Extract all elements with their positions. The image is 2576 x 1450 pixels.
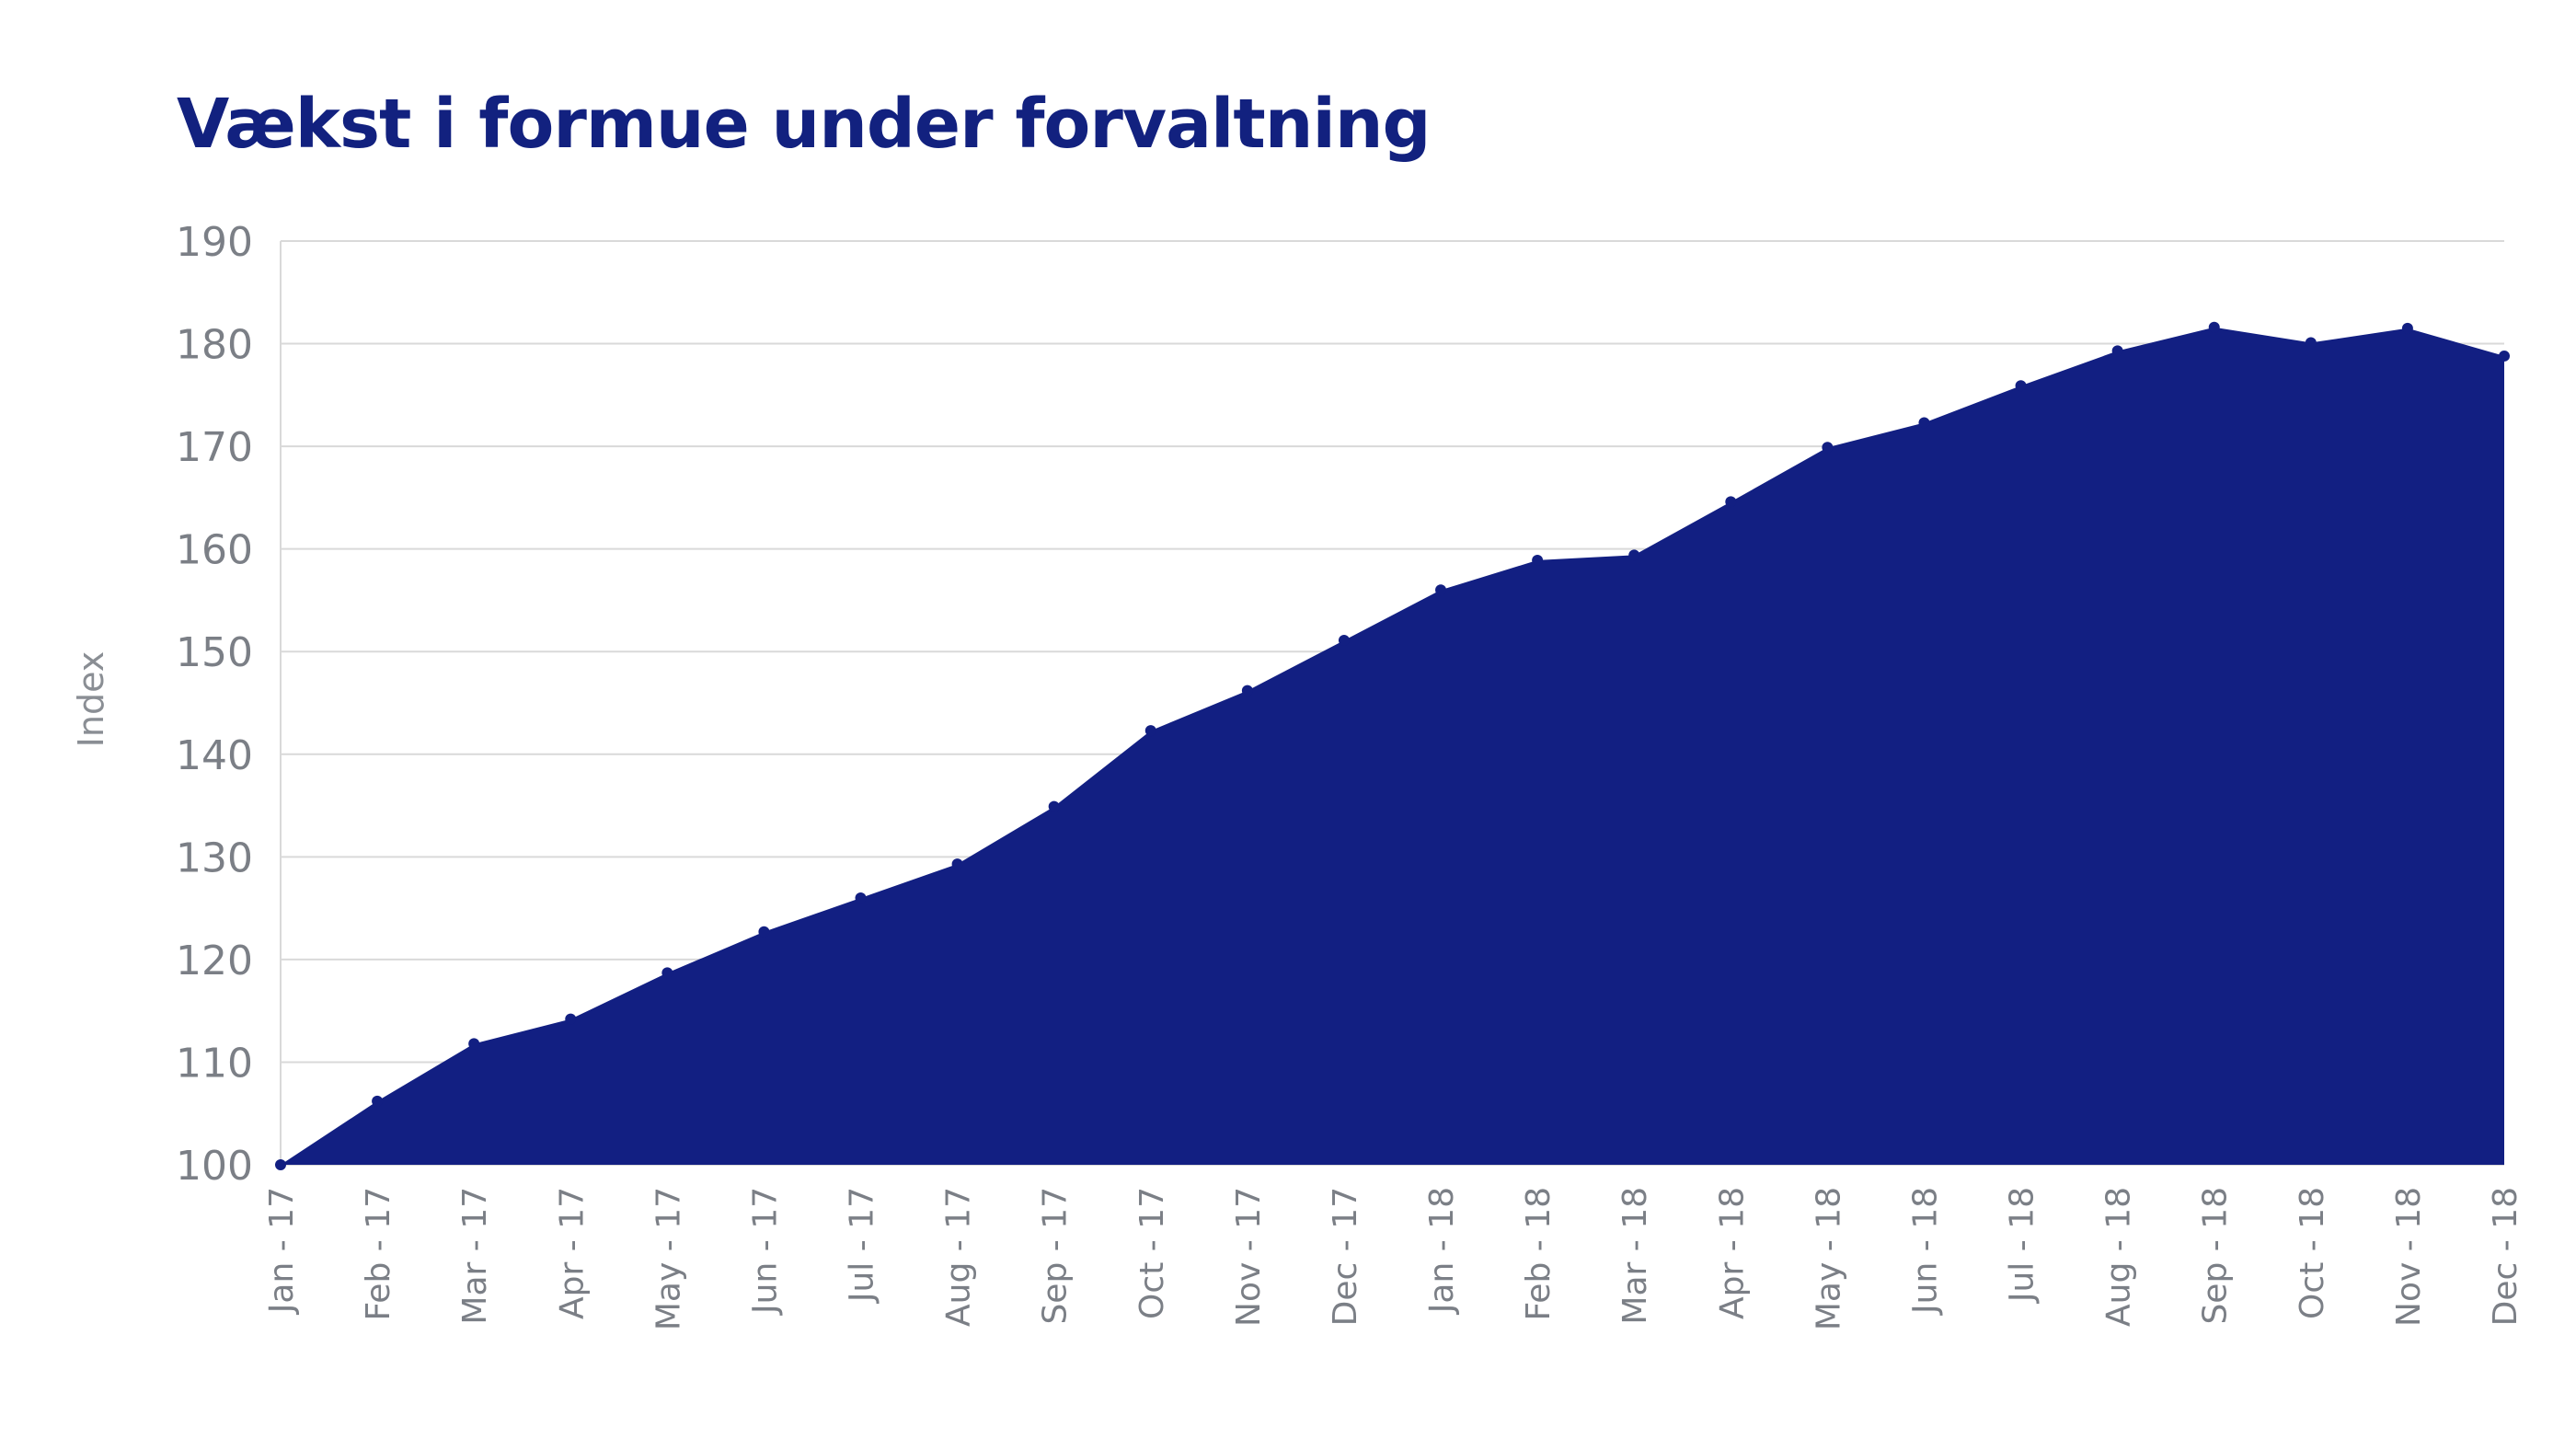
y-tick-label: 180 <box>176 322 253 369</box>
data-point <box>855 892 867 903</box>
x-tick-label: Sep - 17 <box>1037 1187 1075 1325</box>
x-tick-label: May - 17 <box>650 1187 687 1330</box>
x-tick-label: Oct - 18 <box>2294 1187 2331 1319</box>
y-tick-label: 100 <box>176 1143 253 1190</box>
x-tick-label: Nov - 18 <box>2390 1187 2428 1327</box>
y-tick-label: 190 <box>176 219 253 266</box>
data-point <box>1822 442 1834 454</box>
data-point <box>1918 417 1930 429</box>
x-tick-label: Apr - 18 <box>1713 1187 1751 1319</box>
x-tick-label: Apr - 17 <box>553 1187 591 1319</box>
data-point <box>1532 554 1544 566</box>
y-axis-tick-labels: 100 110 120 130 140 150 160 170 180 190 <box>176 219 253 1190</box>
data-point <box>372 1095 384 1107</box>
y-tick-label: 140 <box>176 732 253 779</box>
y-tick-label: 150 <box>176 629 253 676</box>
x-tick-label: Mar - 17 <box>456 1187 494 1325</box>
x-tick-label: Jul - 17 <box>844 1187 881 1304</box>
x-tick-label: Aug - 18 <box>2100 1187 2138 1327</box>
data-point <box>2015 380 2027 392</box>
y-tick-label: 110 <box>176 1040 253 1087</box>
x-tick-label: Jun - 18 <box>1906 1187 1944 1316</box>
x-tick-label: May - 18 <box>1810 1187 1847 1330</box>
x-tick-label: Feb - 17 <box>360 1187 397 1320</box>
data-point <box>1144 725 1156 737</box>
area-series <box>275 321 2510 1170</box>
x-tick-label: Mar - 18 <box>1616 1187 1654 1325</box>
data-point <box>951 858 963 870</box>
y-tick-label: 130 <box>176 834 253 881</box>
data-point <box>468 1038 480 1050</box>
y-axis-title: Index <box>71 651 111 748</box>
y-tick-label: 170 <box>176 424 253 471</box>
data-point <box>661 967 673 979</box>
data-point <box>1338 634 1350 646</box>
x-tick-label: Aug - 17 <box>940 1187 978 1327</box>
x-tick-label: Dec - 18 <box>2487 1187 2524 1326</box>
data-point <box>1628 549 1640 561</box>
x-tick-label: Dec - 17 <box>1327 1187 1364 1326</box>
x-tick-label: Oct - 17 <box>1133 1187 1171 1319</box>
data-point <box>1048 800 1060 812</box>
y-tick-label: 160 <box>176 527 253 574</box>
data-point <box>2305 337 2317 349</box>
data-point <box>1435 584 1447 596</box>
chart-title: Vækst i formue under forvaltning <box>177 85 1431 164</box>
data-point <box>2111 345 2123 357</box>
data-point <box>2499 350 2510 362</box>
data-point <box>1725 496 1737 508</box>
x-axis-tick-labels: Jan - 17 Feb - 17 Mar - 17 Apr - 17 May - 17… <box>263 1187 2524 1330</box>
x-tick-label: Jul - 18 <box>2004 1187 2041 1304</box>
x-tick-label: Jun - 17 <box>746 1187 784 1316</box>
data-point <box>275 1159 286 1170</box>
data-point <box>565 1013 577 1025</box>
x-tick-label: Jan - 18 <box>1423 1187 1461 1315</box>
x-tick-label: Feb - 18 <box>1520 1187 1558 1320</box>
x-tick-label: Sep - 18 <box>2197 1187 2235 1325</box>
data-point <box>1241 685 1253 696</box>
y-tick-label: 120 <box>176 938 253 984</box>
data-point <box>2401 322 2413 334</box>
data-point <box>2208 321 2220 333</box>
x-tick-label: Nov - 17 <box>1230 1187 1268 1327</box>
data-point <box>758 926 770 938</box>
area-fill <box>281 327 2504 1165</box>
x-tick-label: Jan - 17 <box>263 1187 301 1315</box>
